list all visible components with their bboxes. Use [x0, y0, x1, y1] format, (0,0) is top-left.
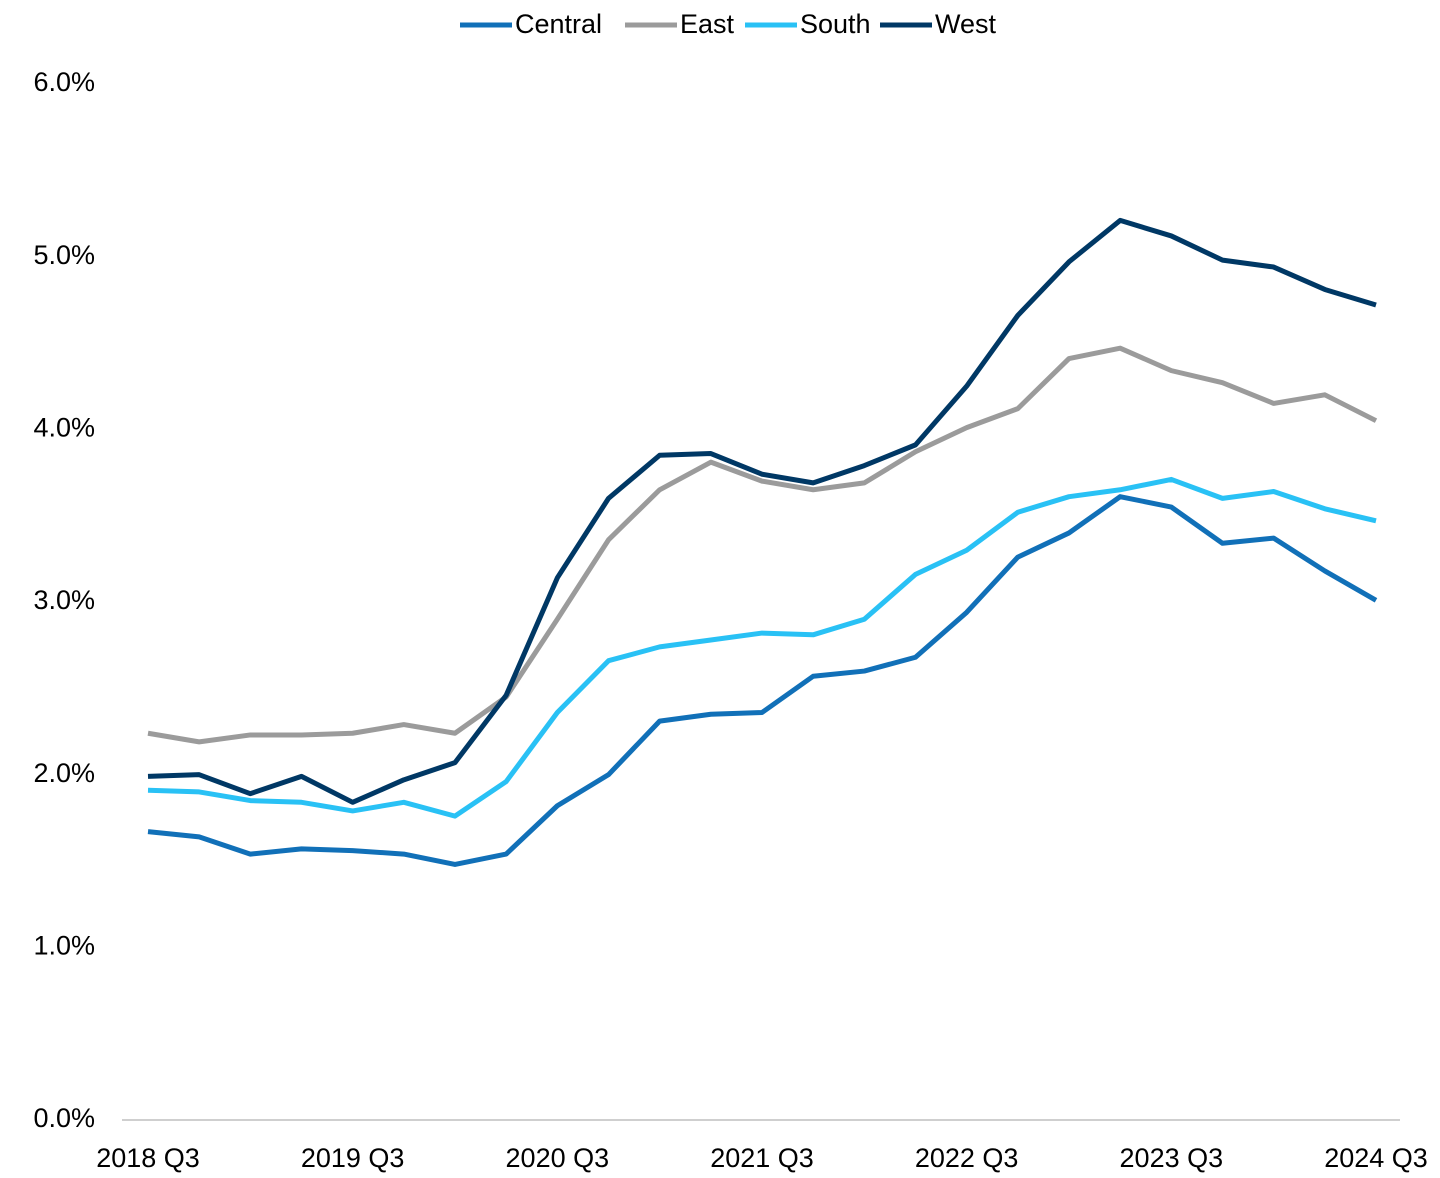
y-tick-label: 3.0%: [33, 585, 95, 615]
legend-label: South: [800, 9, 871, 39]
series-line: [147, 345, 1378, 745]
y-tick-label: 5.0%: [33, 240, 95, 270]
legend-label: West: [935, 9, 997, 39]
x-tick-label: 2024 Q3: [1324, 1143, 1428, 1173]
y-tick-label: 6.0%: [33, 67, 95, 97]
legend-label: Central: [515, 9, 602, 39]
series-line: [147, 476, 1377, 819]
x-tick-label: 2023 Q3: [1120, 1143, 1224, 1173]
y-tick-label: 0.0%: [33, 1103, 95, 1133]
x-tick-label: 2021 Q3: [710, 1143, 814, 1173]
series-line: [147, 494, 1378, 867]
x-tick-label: 2022 Q3: [915, 1143, 1019, 1173]
series-line: [147, 217, 1377, 805]
y-tick-label: 4.0%: [33, 412, 95, 442]
x-tick-label: 2018 Q3: [96, 1143, 200, 1173]
legend-label: East: [680, 9, 735, 39]
y-tick-label: 2.0%: [33, 758, 95, 788]
x-tick-label: 2020 Q3: [506, 1143, 610, 1173]
x-tick-label: 2019 Q3: [301, 1143, 405, 1173]
y-tick-label: 1.0%: [33, 930, 95, 960]
